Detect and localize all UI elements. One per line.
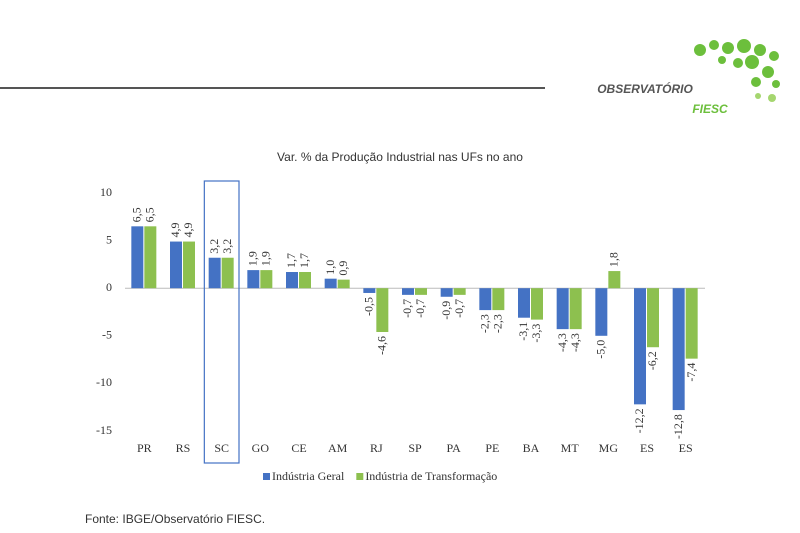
value-label: 6,5 <box>143 207 157 222</box>
value-label: 6,5 <box>130 207 144 222</box>
y-tick-label: -15 <box>96 423 112 437</box>
x-tick-label: ES <box>679 441 693 455</box>
bar <box>518 288 530 318</box>
bar <box>479 288 492 311</box>
x-tick-label: MT <box>561 441 580 455</box>
bar <box>440 288 453 297</box>
value-label: 1,7 <box>284 253 298 268</box>
bar <box>608 271 621 289</box>
value-label: -0,7 <box>413 299 427 318</box>
logo-text: FIESC <box>692 102 728 116</box>
x-tick-label: PA <box>447 441 462 455</box>
bar <box>556 288 569 330</box>
bar <box>247 270 260 289</box>
value-label: -5,0 <box>594 340 608 359</box>
value-label: -6,2 <box>645 351 659 370</box>
value-label: -0,9 <box>439 301 453 320</box>
value-label: -2,3 <box>478 314 492 333</box>
x-tick-label: SP <box>408 441 422 455</box>
y-tick-label: 0 <box>106 280 112 294</box>
x-tick-label: MG <box>599 441 619 455</box>
y-tick-label: 10 <box>100 185 112 199</box>
legend-swatch <box>263 473 270 480</box>
x-tick-label: RS <box>176 441 191 455</box>
x-tick-label: PE <box>485 441 499 455</box>
value-label: -4,6 <box>375 336 389 355</box>
value-label: 4,9 <box>168 223 182 238</box>
bar <box>376 288 389 332</box>
x-tick-label: CE <box>291 441 306 455</box>
bar <box>569 288 582 330</box>
value-label: -12,8 <box>671 414 685 439</box>
x-tick-label: GO <box>252 441 270 455</box>
legend-label: Indústria Geral <box>272 469 345 483</box>
bar <box>647 288 659 348</box>
bar <box>453 288 466 295</box>
logo-text: OBSERVATÓRIO <box>597 81 693 96</box>
bar <box>337 279 350 289</box>
value-label: -0,7 <box>452 299 466 318</box>
value-label: 1,7 <box>297 253 311 268</box>
bar <box>170 241 182 289</box>
legend-swatch <box>356 473 364 480</box>
value-label: -4,3 <box>568 333 582 352</box>
bar <box>221 257 234 289</box>
value-label: -7,4 <box>684 363 698 382</box>
logo-dots <box>694 39 780 102</box>
x-tick-label: ES <box>640 441 654 455</box>
value-label: -0,7 <box>400 299 414 318</box>
bar <box>685 288 698 359</box>
bar <box>144 226 157 289</box>
value-label: -3,1 <box>516 322 530 341</box>
bar <box>260 270 273 289</box>
chart-title: Var. % da Produção Industrial nas UFs no… <box>277 150 523 164</box>
bar <box>363 288 376 293</box>
bar <box>131 226 144 289</box>
x-tick-label: AM <box>328 441 348 455</box>
value-label: 1,9 <box>259 251 273 266</box>
value-label: -3,3 <box>529 324 543 343</box>
value-label: 4,9 <box>181 223 195 238</box>
value-label: 1,0 <box>323 260 337 275</box>
x-tick-label: RJ <box>370 441 383 455</box>
value-label: -2,3 <box>491 314 505 333</box>
source: Fonte: IBGE/Observatório FIESC. <box>85 512 265 526</box>
highlight-box <box>203 180 240 464</box>
bar <box>672 288 685 411</box>
x-tick-label: SC <box>214 441 229 455</box>
value-label: -12,2 <box>632 408 646 433</box>
value-label: 1,8 <box>607 252 621 267</box>
value-label: 0,9 <box>336 261 350 276</box>
value-label: 3,2 <box>207 239 221 254</box>
value-label: 1,9 <box>246 251 260 266</box>
y-tick-label: 5 <box>106 232 112 246</box>
bar <box>415 288 427 295</box>
legend-label: Indústria de Transformação <box>365 469 497 483</box>
bar <box>299 272 311 289</box>
bar <box>324 278 337 289</box>
value-label: -0,5 <box>362 297 376 316</box>
x-tick-label: BA <box>523 441 540 455</box>
bar <box>595 288 608 336</box>
y-tick-label: -10 <box>96 375 112 389</box>
bar <box>531 288 543 320</box>
bar <box>286 272 298 289</box>
x-tick-label: PR <box>137 441 152 455</box>
bar <box>492 288 505 311</box>
value-label: 3,2 <box>220 239 234 254</box>
bar <box>634 288 646 405</box>
bar <box>183 241 195 289</box>
bar <box>402 288 414 295</box>
bar <box>208 257 221 289</box>
value-label: -4,3 <box>555 333 569 352</box>
y-tick-label: -5 <box>102 328 112 342</box>
